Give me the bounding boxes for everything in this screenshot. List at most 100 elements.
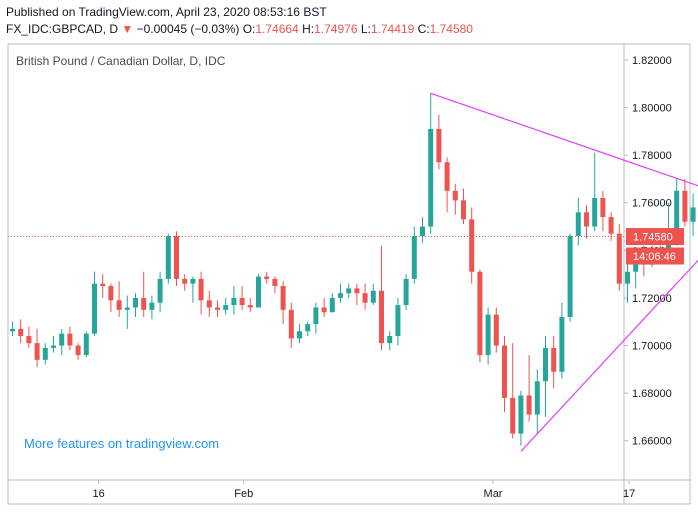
candle[interactable] xyxy=(26,326,32,348)
candle[interactable] xyxy=(83,331,89,358)
candle-body xyxy=(338,293,343,298)
candle[interactable] xyxy=(370,283,376,306)
watermark[interactable]: More features on tradingview.com xyxy=(24,436,219,451)
candle[interactable] xyxy=(34,328,40,367)
candle[interactable] xyxy=(395,297,401,346)
candle[interactable] xyxy=(108,283,114,313)
candle[interactable] xyxy=(502,336,507,413)
candle-body xyxy=(133,297,138,308)
candle-body xyxy=(231,297,237,306)
candle[interactable] xyxy=(92,271,97,337)
candle[interactable] xyxy=(149,295,155,320)
candle[interactable] xyxy=(42,343,48,365)
candle[interactable] xyxy=(75,343,81,360)
candle[interactable] xyxy=(379,245,384,351)
candle[interactable] xyxy=(510,343,516,439)
candle[interactable] xyxy=(428,93,434,234)
candle[interactable] xyxy=(100,274,106,298)
candle[interactable] xyxy=(551,336,557,389)
candle[interactable] xyxy=(182,274,188,291)
candle[interactable] xyxy=(141,271,147,317)
candle[interactable] xyxy=(174,231,179,287)
trendline[interactable] xyxy=(430,92,698,204)
candle[interactable] xyxy=(485,307,491,365)
candle[interactable] xyxy=(461,188,466,225)
candle[interactable] xyxy=(411,226,417,284)
candle[interactable] xyxy=(543,336,548,417)
candle[interactable] xyxy=(215,300,220,317)
candle[interactable] xyxy=(190,276,196,303)
candle[interactable] xyxy=(288,302,294,348)
candle[interactable] xyxy=(239,286,245,310)
candle[interactable] xyxy=(608,212,614,241)
candle[interactable] xyxy=(559,302,565,379)
candle[interactable] xyxy=(157,271,163,313)
candle[interactable] xyxy=(403,274,409,310)
candle[interactable] xyxy=(567,233,573,322)
candle[interactable] xyxy=(518,390,524,446)
candle-body xyxy=(608,217,614,234)
candle-body xyxy=(469,219,475,272)
chart-frame xyxy=(7,43,691,505)
candle[interactable] xyxy=(575,197,581,246)
candle[interactable] xyxy=(526,355,532,422)
candle[interactable] xyxy=(444,157,450,213)
candle[interactable] xyxy=(493,307,499,353)
candle-body xyxy=(379,290,384,344)
candle[interactable] xyxy=(436,114,442,170)
candle[interactable] xyxy=(354,283,360,306)
candle[interactable] xyxy=(59,328,65,356)
candle[interactable] xyxy=(124,295,130,329)
candle[interactable] xyxy=(584,205,589,239)
triangle-pattern[interactable] xyxy=(430,92,698,452)
candle[interactable] xyxy=(682,178,688,227)
candle-series[interactable] xyxy=(10,93,698,446)
candle[interactable] xyxy=(313,302,319,334)
candle-body xyxy=(108,286,114,301)
candle[interactable] xyxy=(206,290,212,317)
low-value: 1.74419 xyxy=(370,22,415,36)
candle[interactable] xyxy=(534,369,540,434)
candle[interactable] xyxy=(346,283,352,298)
candle[interactable] xyxy=(280,281,286,325)
candle[interactable] xyxy=(67,326,73,351)
candle[interactable] xyxy=(256,274,261,308)
time-axis[interactable]: 16FebMar17Apr16 xyxy=(92,480,698,500)
price-tick-label: 1.66000 xyxy=(632,436,672,448)
candle[interactable] xyxy=(305,321,311,337)
candle[interactable] xyxy=(387,331,393,351)
candle-body xyxy=(592,197,598,227)
candle[interactable] xyxy=(600,190,606,232)
candle[interactable] xyxy=(51,336,56,353)
candle[interactable] xyxy=(18,319,24,344)
candle[interactable] xyxy=(420,217,425,244)
candle[interactable] xyxy=(329,293,335,313)
countdown-tag-bg xyxy=(626,247,684,265)
candle[interactable] xyxy=(116,281,122,317)
candle[interactable] xyxy=(297,324,302,344)
candle[interactable] xyxy=(616,224,622,291)
symbol-label[interactable]: FX_IDC:GBPCAD, D xyxy=(6,22,119,36)
candle[interactable] xyxy=(452,183,458,215)
candle[interactable] xyxy=(592,152,598,232)
candle[interactable] xyxy=(469,207,475,284)
candle[interactable] xyxy=(362,283,368,310)
candle[interactable] xyxy=(477,269,483,363)
candle[interactable] xyxy=(247,297,253,313)
candle[interactable] xyxy=(165,233,171,284)
candle[interactable] xyxy=(264,271,270,284)
down-arrow-icon: ▼ xyxy=(121,22,134,36)
candle[interactable] xyxy=(625,262,630,303)
candle[interactable] xyxy=(10,321,15,337)
candle[interactable] xyxy=(272,276,278,294)
trendline[interactable] xyxy=(520,204,698,452)
price-axis[interactable]: 1.820001.800001.780001.760001.740001.720… xyxy=(624,55,672,448)
candle[interactable] xyxy=(231,286,237,315)
candle[interactable] xyxy=(690,193,696,237)
candle[interactable] xyxy=(133,293,138,317)
candle[interactable] xyxy=(338,283,343,303)
candle[interactable] xyxy=(198,271,204,315)
candle[interactable] xyxy=(321,297,327,317)
candle[interactable] xyxy=(223,297,229,315)
